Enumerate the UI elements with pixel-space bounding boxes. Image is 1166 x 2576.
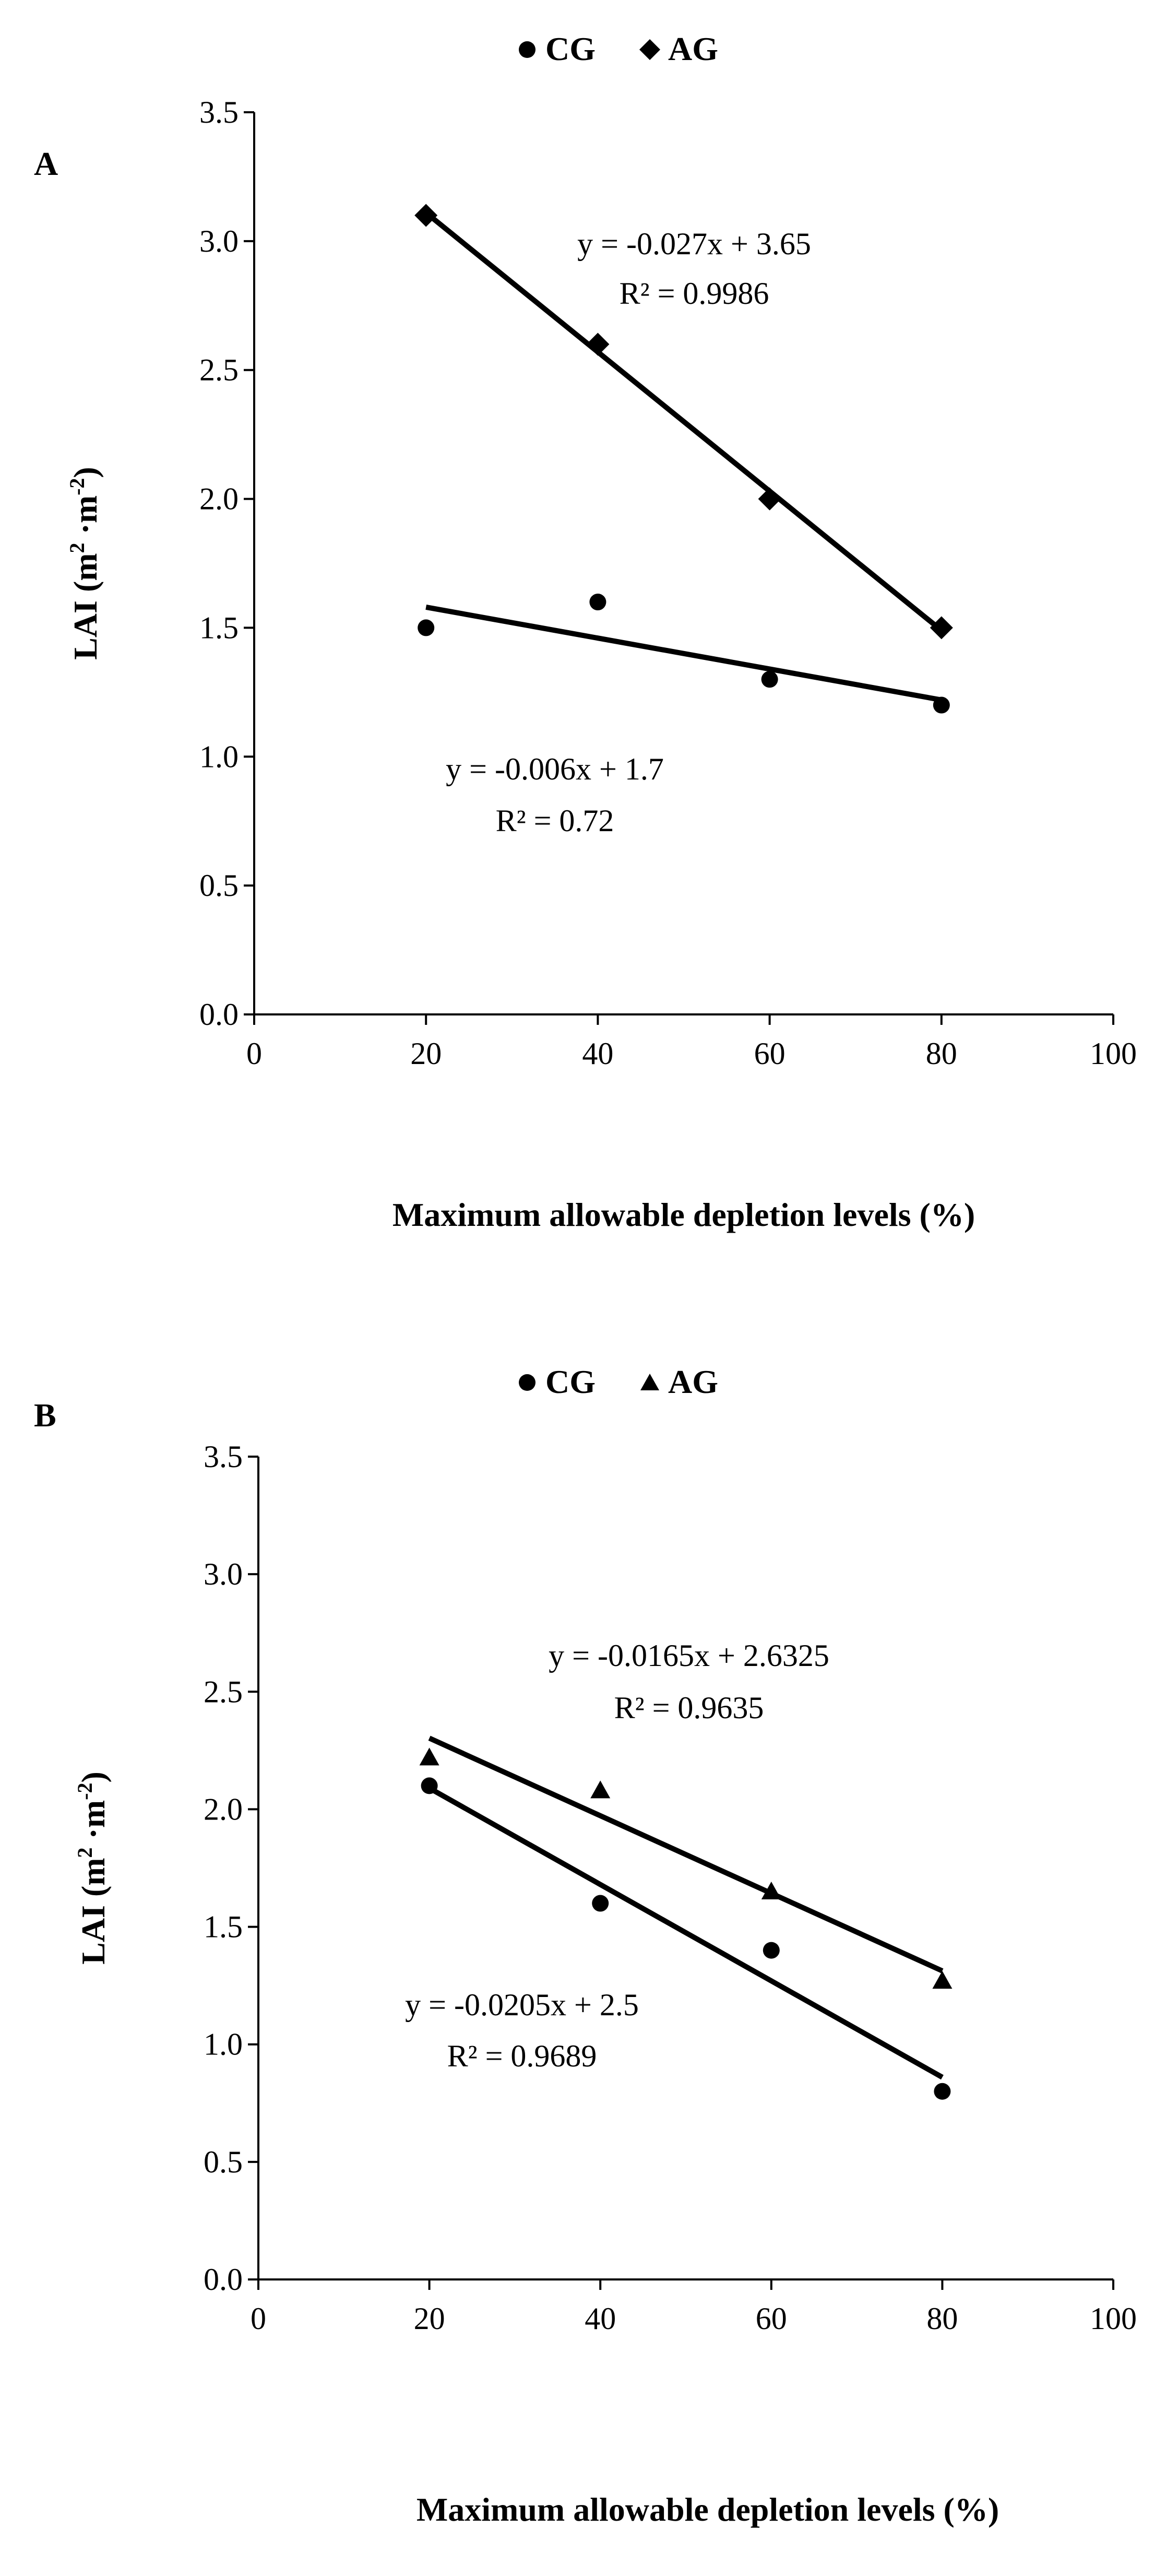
x-axis: 0 20 40 60 80 100 xyxy=(251,2278,1137,2336)
r2-cg: R² = 0.72 xyxy=(496,803,614,838)
y-tick-label: 1.5 xyxy=(204,1910,243,1944)
x-tick-label: 0 xyxy=(251,2301,266,2336)
trendlines xyxy=(424,210,943,703)
point-cg xyxy=(761,671,778,688)
legend-cg-label: CG xyxy=(545,1363,596,1400)
y-tick-label: 3.5 xyxy=(199,95,239,129)
legend-ag-label: AG xyxy=(668,30,718,67)
y-tick-label: 2.5 xyxy=(199,353,239,387)
x-axis-label: Maximum allowable depletion levels (%) xyxy=(417,2491,999,2528)
point-cg xyxy=(589,594,606,611)
y-tick-label: 1.0 xyxy=(204,2027,243,2062)
point-ag xyxy=(930,616,953,640)
annotation-cg: y = -0.0205x + 2.5 R² = 0.9689 xyxy=(405,1988,639,2073)
y-axis: 0.0 0.5 1.0 1.5 2.0 2.5 3.0 3.5 xyxy=(204,1439,259,2297)
point-ag xyxy=(586,333,610,356)
y-tick-label: 0.0 xyxy=(204,2262,243,2297)
legend-ag-marker xyxy=(640,1374,659,1390)
legend: CG AG xyxy=(519,1363,718,1400)
y-tick-label: 0.5 xyxy=(204,2145,243,2179)
y-tick-label: 1.5 xyxy=(199,610,239,645)
y-axis-label: LAI (m2 ·m-2) xyxy=(65,467,104,660)
panel-label: A xyxy=(34,145,58,182)
equation-cg: y = -0.006x + 1.7 xyxy=(446,752,664,786)
point-cg xyxy=(763,1942,780,1959)
point-cg xyxy=(592,1895,609,1912)
x-tick-label: 60 xyxy=(754,1036,786,1071)
data-points xyxy=(419,1747,953,2100)
legend-cg-marker xyxy=(519,41,536,58)
x-tick-label: 0 xyxy=(246,1036,262,1071)
y-tick-label: 2.5 xyxy=(204,1674,243,1709)
equation-ag: y = -0.0165x + 2.6325 xyxy=(549,1638,829,1673)
x-tick-label: 20 xyxy=(410,1036,442,1071)
equation-cg: y = -0.0205x + 2.5 xyxy=(405,1988,639,2022)
point-ag xyxy=(419,1747,439,1766)
y-tick-label: 1.0 xyxy=(199,739,239,774)
trendline-cg xyxy=(425,605,942,703)
equation-ag: y = -0.027x + 3.65 xyxy=(577,227,811,261)
x-axis: 0 20 40 60 80 100 xyxy=(246,1013,1137,1071)
x-ticks: 0 20 40 60 80 100 xyxy=(251,2279,1137,2336)
r2-ag: R² = 0.9635 xyxy=(614,1691,764,1725)
y-axis-label: LAI (m2 ·m-2) xyxy=(73,1771,112,1965)
x-tick-label: 60 xyxy=(756,2301,787,2336)
x-tick-label: 100 xyxy=(1090,2301,1137,2336)
trendline-ag xyxy=(428,1735,944,1974)
chart-panel-b: B CG AG 0.0 0.5 1.0 1.5 2.0 2.5 3.0 3.5 0 20 40 60… xyxy=(34,1363,1137,2528)
r2-cg: R² = 0.9689 xyxy=(447,2039,597,2073)
y-tick-label: 2.0 xyxy=(204,1792,243,1826)
point-cg xyxy=(934,2083,951,2100)
legend-cg-marker xyxy=(519,1374,536,1391)
legend-ag-label: AG xyxy=(668,1363,718,1400)
point-ag xyxy=(932,1971,953,1989)
legend: CG AG xyxy=(519,30,718,67)
y-axis: 0.0 0.5 1.0 1.5 2.0 2.5 3.0 3.5 xyxy=(199,95,255,1032)
y-tick-label: 3.0 xyxy=(199,224,239,258)
legend-ag-marker xyxy=(639,39,660,60)
legend-cg-label: CG xyxy=(545,30,596,67)
trendlines xyxy=(428,1735,944,2080)
x-tick-label: 100 xyxy=(1090,1036,1137,1071)
y-tick-label: 3.0 xyxy=(204,1557,243,1591)
x-tick-label: 80 xyxy=(926,1036,957,1071)
chart-panel-a: A CG AG 0.0 0.5 1.0 1.5 2.0 2.5 3.0 3.5 0 20 40 60… xyxy=(34,30,1137,1233)
y-ticks: 0.0 0.5 1.0 1.5 2.0 2.5 3.0 3.5 xyxy=(199,95,254,1032)
y-tick-label: 2.0 xyxy=(199,482,239,516)
point-ag xyxy=(414,204,438,227)
r2-ag: R² = 0.9986 xyxy=(620,276,769,311)
trendline-ag xyxy=(424,210,943,633)
annotation-cg: y = -0.006x + 1.7 R² = 0.72 xyxy=(446,752,664,838)
data-points xyxy=(414,204,953,714)
panel-label: B xyxy=(34,1397,56,1434)
x-tick-label: 40 xyxy=(582,1036,613,1071)
point-cg xyxy=(421,1777,438,1794)
x-tick-label: 80 xyxy=(926,2301,958,2336)
x-axis-label: Maximum allowable depletion levels (%) xyxy=(392,1196,975,1233)
y-tick-label: 3.5 xyxy=(204,1439,243,1474)
annotation-ag: y = -0.0165x + 2.6325 R² = 0.9635 xyxy=(549,1638,829,1725)
x-tick-label: 20 xyxy=(414,2301,445,2336)
point-cg xyxy=(418,619,435,636)
y-ticks: 0.0 0.5 1.0 1.5 2.0 2.5 3.0 3.5 xyxy=(204,1439,258,2297)
point-ag xyxy=(761,1882,781,1900)
point-ag xyxy=(590,1780,611,1799)
point-cg xyxy=(933,696,950,714)
point-ag xyxy=(758,487,781,511)
x-tick-label: 40 xyxy=(585,2301,616,2336)
trendline-cg xyxy=(428,1786,944,2080)
y-tick-label: 0.0 xyxy=(199,997,239,1032)
y-tick-label: 0.5 xyxy=(199,868,239,903)
x-ticks: 0 20 40 60 80 100 xyxy=(246,1014,1137,1071)
annotation-ag: y = -0.027x + 3.65 R² = 0.9986 xyxy=(577,227,811,311)
